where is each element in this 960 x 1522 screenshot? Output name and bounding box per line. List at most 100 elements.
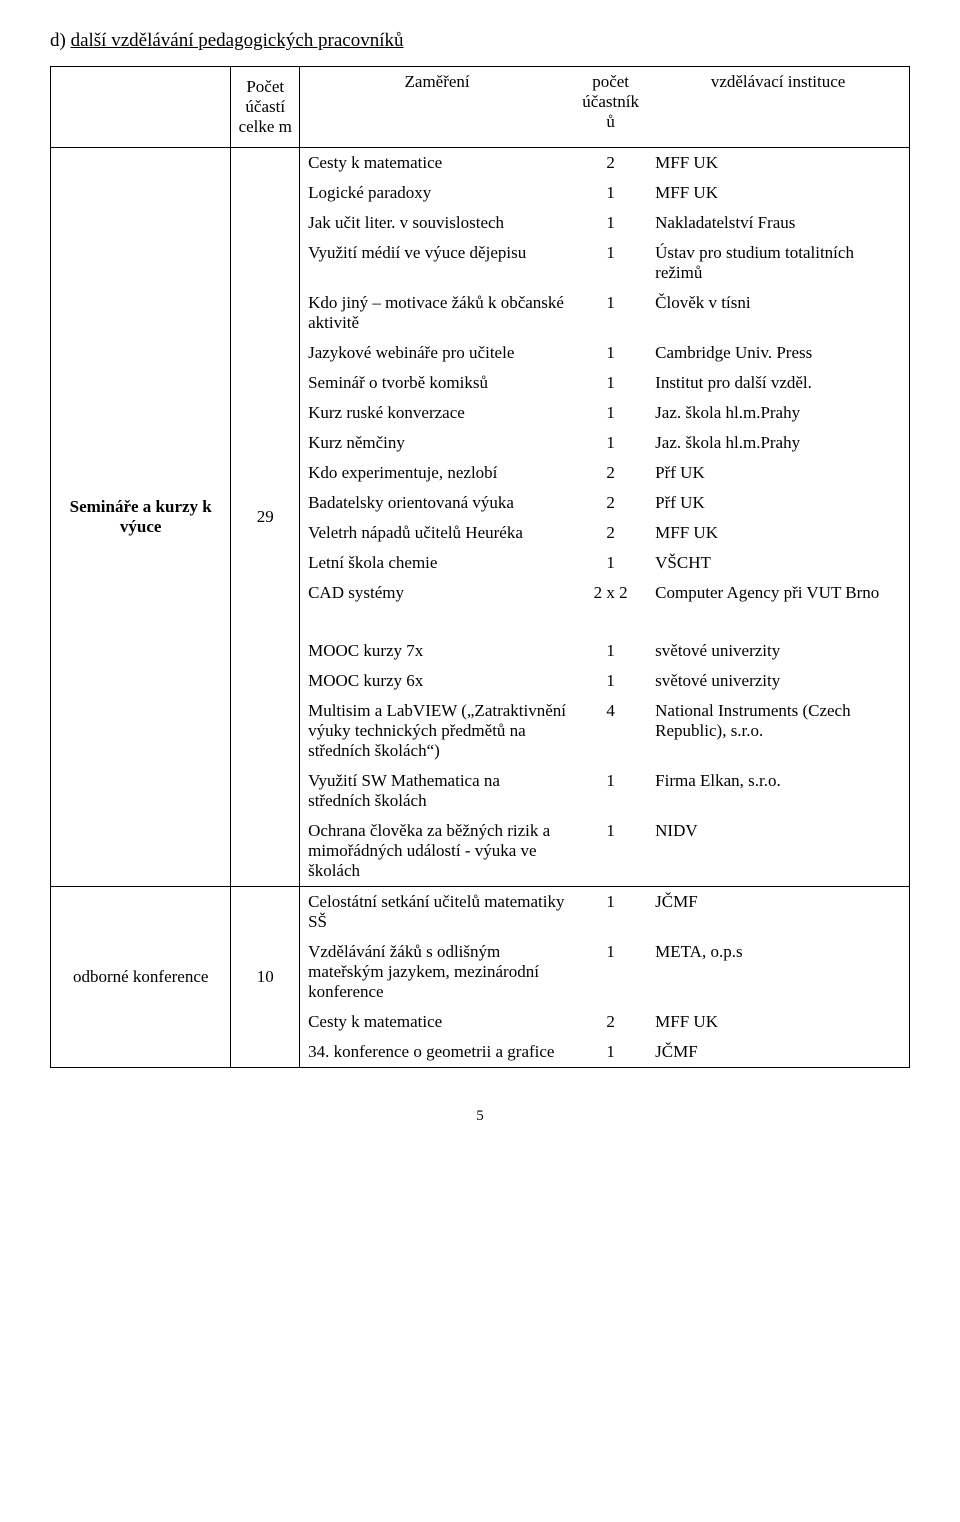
institution-name: JČMF [647,887,909,937]
table-row: Vzdělávání žáků s odlišným mateřským jaz… [300,937,909,1007]
table-row: Celostátní setkání učitelů matematiky SŠ… [300,887,909,937]
participant-count: 1 [574,887,647,937]
table-row: Využití SW Mathematica na středních škol… [300,766,909,816]
institution-name: Nakladatelství Fraus [647,208,909,238]
course-label: Logické paradoxy [300,178,574,208]
section-letter: d) [50,30,71,51]
institution-name: JČMF [647,1037,909,1067]
course-label: Veletrh nápadů učitelů Heuréka [300,518,574,548]
course-label: Kurz němčiny [300,428,574,458]
institution-name: National Instruments (Czech Republic), s… [647,696,909,766]
participant-count: 1 [574,288,647,338]
table-row: Kurz němčiny1Jaz. škola hl.m.Prahy [300,428,909,458]
detail-conferences: Celostátní setkání učitelů matematiky SŠ… [300,887,910,1068]
main-table: Počet účastí celke m Zaměření počet účas… [50,66,910,1068]
participant-count: 1 [574,766,647,816]
institution-name: NIDV [647,816,909,886]
table-row: Cesty k matematice2MFF UK [300,1007,909,1037]
institution-name: META, o.p.s [647,937,909,1007]
institution-name: MFF UK [647,1007,909,1037]
group-row-seminars: Semináře a kurzy k výuce 29 Cesty k mate… [51,148,910,887]
course-label: Jak učit liter. v souvislostech [300,208,574,238]
table-row: Seminář o tvorbě komiksů1Institut pro da… [300,368,909,398]
header-category [51,67,231,148]
institution-name: Jaz. škola hl.m.Prahy [647,428,909,458]
participant-count: 2 [574,148,647,178]
participant-count: 1 [574,208,647,238]
course-label: Multisim a LabVIEW („Zatraktivnění výuky… [300,696,574,766]
page-number: 5 [50,1108,910,1125]
participant-count: 1 [574,338,647,368]
participant-count: 1 [574,178,647,208]
table-row: 34. konference o geometrii a grafice1JČM… [300,1037,909,1067]
participant-count: 1 [574,368,647,398]
course-label: Kurz ruské konverzace [300,398,574,428]
course-label: CAD systémy [300,578,574,608]
institution-name: Firma Elkan, s.r.o. [647,766,909,816]
institution-name: Institut pro další vzděl. [647,368,909,398]
table-row: Badatelsky orientovaná výuka2Přf UK [300,488,909,518]
course-label: Celostátní setkání učitelů matematiky SŠ [300,887,574,937]
participant-count: 1 [574,428,647,458]
table-row: CAD systémy2 x 2Computer Agency při VUT … [300,578,909,608]
participant-count: 2 [574,458,647,488]
participant-count: 1 [574,548,647,578]
course-label: Badatelsky orientovaná výuka [300,488,574,518]
header-institution: vzdělávací instituce [647,67,909,137]
table-row: Veletrh nápadů učitelů Heuréka2MFF UK [300,518,909,548]
inner-table-seminars-b: MOOC kurzy 7x1světové univerzityMOOC kur… [300,636,909,886]
table-row: Cesty k matematice2MFF UK [300,148,909,178]
section-title: d) další vzdělávání pedagogických pracov… [50,30,910,52]
course-label: Cesty k matematice [300,148,574,178]
course-label: Ochrana člověka za běžných rizik a mimoř… [300,816,574,886]
header-total-count: Počet účastí celke m [231,67,300,148]
category-seminars: Semináře a kurzy k výuce [51,148,231,887]
inner-spacer [300,608,909,636]
institution-name: MFF UK [647,148,909,178]
course-label: Cesty k matematice [300,1007,574,1037]
participant-count: 2 [574,518,647,548]
participant-count: 1 [574,1037,647,1067]
table-row: Kdo jiný – motivace žáků k občanské akti… [300,288,909,338]
institution-name: Jaz. škola hl.m.Prahy [647,398,909,428]
institution-name: Člověk v tísni [647,288,909,338]
header-row: Počet účastí celke m Zaměření počet účas… [51,67,910,148]
header-detail: Zaměření počet účastník ů vzdělávací ins… [300,67,910,148]
institution-name: MFF UK [647,178,909,208]
section-heading-text: další vzdělávání pedagogických pracovník… [71,30,404,51]
table-row: Multisim a LabVIEW („Zatraktivnění výuky… [300,696,909,766]
participant-count: 2 x 2 [574,578,647,608]
course-label: Seminář o tvorbě komiksů [300,368,574,398]
table-row: MOOC kurzy 7x1světové univerzity [300,636,909,666]
inner-table-conferences: Celostátní setkání učitelů matematiky SŠ… [300,887,909,1067]
course-label: 34. konference o geometrii a grafice [300,1037,574,1067]
institution-name: Cambridge Univ. Press [647,338,909,368]
course-label: MOOC kurzy 6x [300,666,574,696]
table-row: MOOC kurzy 6x1světové univerzity [300,666,909,696]
table-row: Letní škola chemie1VŠCHT [300,548,909,578]
institution-name: světové univerzity [647,666,909,696]
table-row: Jazykové webináře pro učitele1Cambridge … [300,338,909,368]
count-conferences: 10 [231,887,300,1068]
institution-name: Přf UK [647,458,909,488]
course-label: Kdo jiný – motivace žáků k občanské akti… [300,288,574,338]
category-conferences: odborné konference [51,887,231,1068]
participant-count: 4 [574,696,647,766]
institution-name: Ústav pro studium totalitních režimů [647,238,909,288]
table-row: Ochrana člověka za běžných rizik a mimoř… [300,816,909,886]
count-seminars: 29 [231,148,300,887]
table-row: Jak učit liter. v souvislostech1Nakladat… [300,208,909,238]
participant-count: 1 [574,636,647,666]
course-label: Kdo experimentuje, nezlobí [300,458,574,488]
participant-count: 1 [574,666,647,696]
header-focus: Zaměření [300,67,574,137]
inner-table-seminars-a: Cesty k matematice2MFF UKLogické paradox… [300,148,909,608]
header-participants: počet účastník ů [574,67,647,137]
participant-count: 1 [574,816,647,886]
course-label: MOOC kurzy 7x [300,636,574,666]
participant-count: 2 [574,488,647,518]
course-label: Letní škola chemie [300,548,574,578]
group-row-conferences: odborné konference 10 Celostátní setkání… [51,887,910,1068]
participant-count: 2 [574,1007,647,1037]
header-inner: Zaměření počet účastník ů vzdělávací ins… [300,67,909,137]
